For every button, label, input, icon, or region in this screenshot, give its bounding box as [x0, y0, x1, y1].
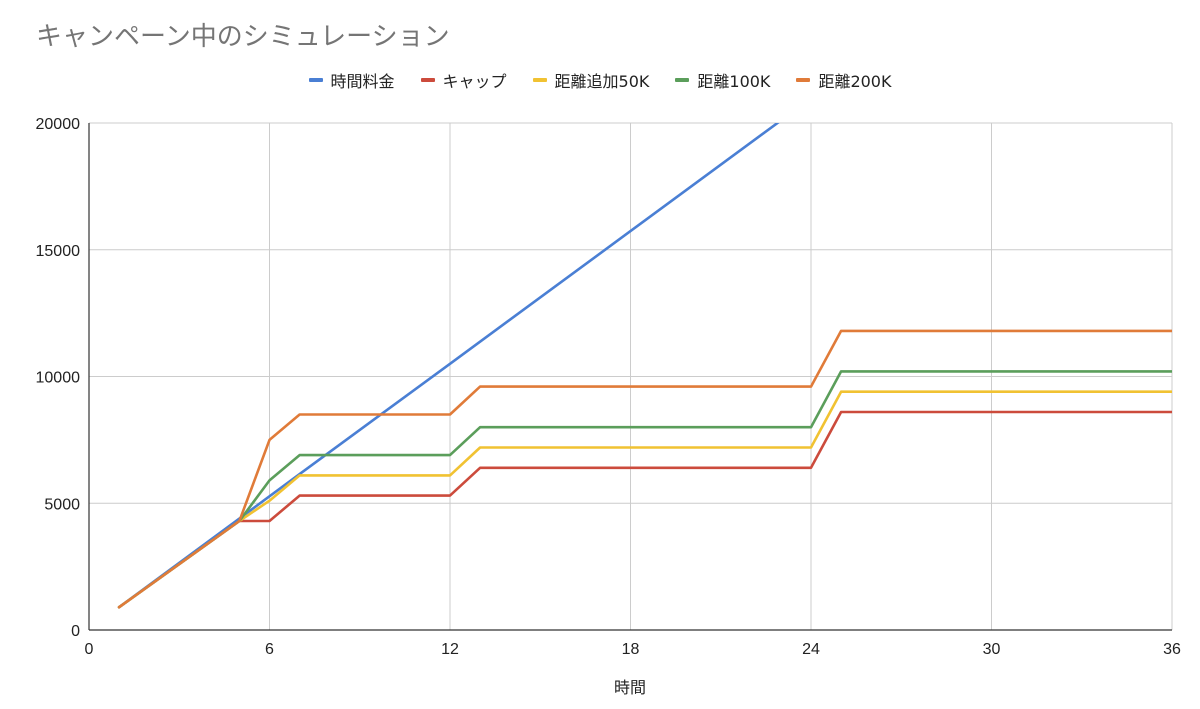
series-line — [117, 410, 1172, 609]
legend-item: 距離追加50K — [532, 68, 650, 92]
legend-label: 距離200K — [818, 72, 892, 91]
legend-swatch — [420, 78, 435, 82]
grid-lines — [89, 122, 1173, 630]
legend-label: 時間料金 — [330, 72, 395, 91]
x-tick-label: 0 — [85, 641, 94, 658]
series-line — [117, 370, 1172, 609]
chart-legend: 時間料金 キャップ 距離追加50K 距離100K 距離200K — [0, 68, 1200, 92]
legend-item: 時間料金 — [308, 68, 395, 92]
x-axis-title: 時間 — [614, 678, 646, 697]
legend-swatch — [308, 78, 323, 82]
legend-swatch — [532, 78, 547, 82]
legend-label: 距離100K — [697, 72, 771, 91]
y-tick-label: 10000 — [36, 370, 81, 387]
y-tick-label: 5000 — [44, 496, 80, 513]
x-tick-label: 18 — [622, 641, 640, 658]
legend-item: キャップ — [420, 68, 507, 92]
legend-swatch — [675, 78, 690, 82]
chart-title: キャンペーン中のシミュレーション — [36, 22, 450, 52]
legend-item: 距離200K — [796, 68, 891, 92]
series-line — [117, 329, 1172, 609]
legend-item: 距離100K — [675, 68, 770, 92]
legend-label: 距離追加50K — [554, 72, 650, 91]
tick-labels: 0 5000 10000 15000 20000 0 6 12 18 24 30 36 — [36, 116, 1182, 658]
x-tick-label: 36 — [1163, 641, 1181, 658]
legend-label: キャップ — [442, 72, 507, 91]
x-tick-label: 24 — [802, 641, 820, 658]
series-lines — [117, 123, 1172, 609]
y-tick-label: 0 — [71, 623, 80, 640]
axes — [88, 123, 1172, 631]
y-tick-label: 15000 — [36, 243, 81, 260]
y-tick-label: 20000 — [36, 116, 81, 133]
x-tick-label: 12 — [441, 641, 459, 658]
x-tick-label: 30 — [983, 641, 1001, 658]
x-tick-label: 6 — [265, 641, 274, 658]
series-line — [117, 390, 1172, 609]
legend-swatch — [796, 78, 811, 82]
